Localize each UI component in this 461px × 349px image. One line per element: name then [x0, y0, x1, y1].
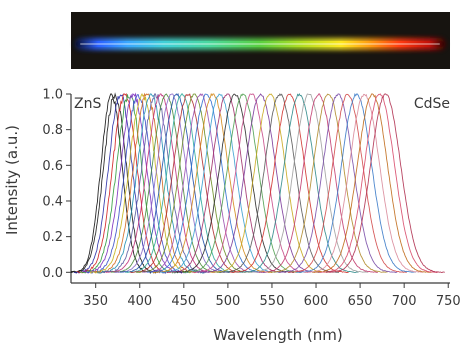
- x-tick-label: 400: [127, 294, 152, 309]
- cdse-label: CdSe: [414, 96, 450, 112]
- spectrum-curve: [229, 93, 349, 273]
- spectrum-curve: [325, 93, 445, 273]
- y-tick-label: 0.4: [42, 194, 63, 209]
- x-tick-label: 350: [83, 294, 108, 309]
- spectrum-curve: [119, 92, 234, 273]
- spectrum-curve: [129, 93, 247, 273]
- x-axis-title: Wavelength (nm): [213, 326, 343, 344]
- spectrum-curve: [76, 93, 173, 274]
- y-tick-label: 1.0: [42, 88, 63, 103]
- spectrum-curve: [296, 92, 416, 273]
- spectrum-curve: [258, 93, 378, 273]
- spectrum-curve: [278, 93, 398, 273]
- x-tick-label: 750: [436, 294, 461, 309]
- y-tick-label: 0.0: [42, 266, 63, 281]
- spectrum-curve: [268, 93, 388, 273]
- x-axis-ticks: 350 400 450 500 550 600 650 700 750: [83, 283, 461, 309]
- spectrum-curve: [73, 94, 167, 274]
- spectrum-curve: [89, 93, 195, 274]
- y-tick-label: 0.2: [42, 230, 63, 245]
- x-tick-label: 450: [171, 294, 196, 309]
- spectra-curves: [70, 92, 445, 274]
- spectrum-curve: [287, 93, 408, 273]
- spectrum-curve: [146, 93, 266, 273]
- spectrum-curve: [94, 92, 199, 274]
- x-tick-label: 650: [348, 294, 373, 309]
- spectrum-curve: [110, 93, 222, 273]
- x-tick-label: 550: [260, 294, 285, 309]
- spectrum-curve: [101, 93, 210, 274]
- glowing-rod-photo: [71, 12, 450, 69]
- spectrum-curve: [200, 93, 320, 273]
- spectrum-curve: [175, 93, 295, 273]
- spectrum-curve: [87, 94, 189, 274]
- spectrum-curve: [304, 93, 424, 273]
- zns-label: ZnS: [74, 96, 101, 112]
- spectrum-curve: [135, 93, 253, 273]
- spectrum-curve: [160, 93, 280, 273]
- spectrum-curve: [191, 93, 311, 273]
- x-tick-label: 500: [215, 294, 240, 309]
- spectrum-curve: [141, 93, 259, 273]
- spectrum-curve: [105, 93, 216, 273]
- y-tick-label: 0.6: [42, 159, 63, 174]
- spectrum-curve: [219, 93, 340, 273]
- x-tick-label: 600: [304, 294, 329, 309]
- spectrum-curve: [319, 93, 439, 273]
- spectrum-curve: [239, 93, 359, 273]
- spectrum-curve: [312, 93, 432, 273]
- y-tick-label: 0.8: [42, 123, 63, 138]
- spectrum-curve: [167, 93, 287, 274]
- spectrum-curve: [183, 93, 303, 274]
- x-tick-label: 700: [392, 294, 417, 309]
- y-axis-ticks: 0.0 0.2 0.4 0.6 0.8 1.0: [42, 88, 71, 281]
- spectrum-curve: [125, 93, 240, 274]
- spectrum-curve: [152, 92, 273, 273]
- spectrum-curve: [249, 93, 369, 273]
- spectrum-curve: [210, 93, 330, 274]
- y-axis-title: Intensity (a.u.): [3, 125, 21, 235]
- axes-frame: [70, 94, 450, 284]
- spectrum-curve: [114, 93, 229, 274]
